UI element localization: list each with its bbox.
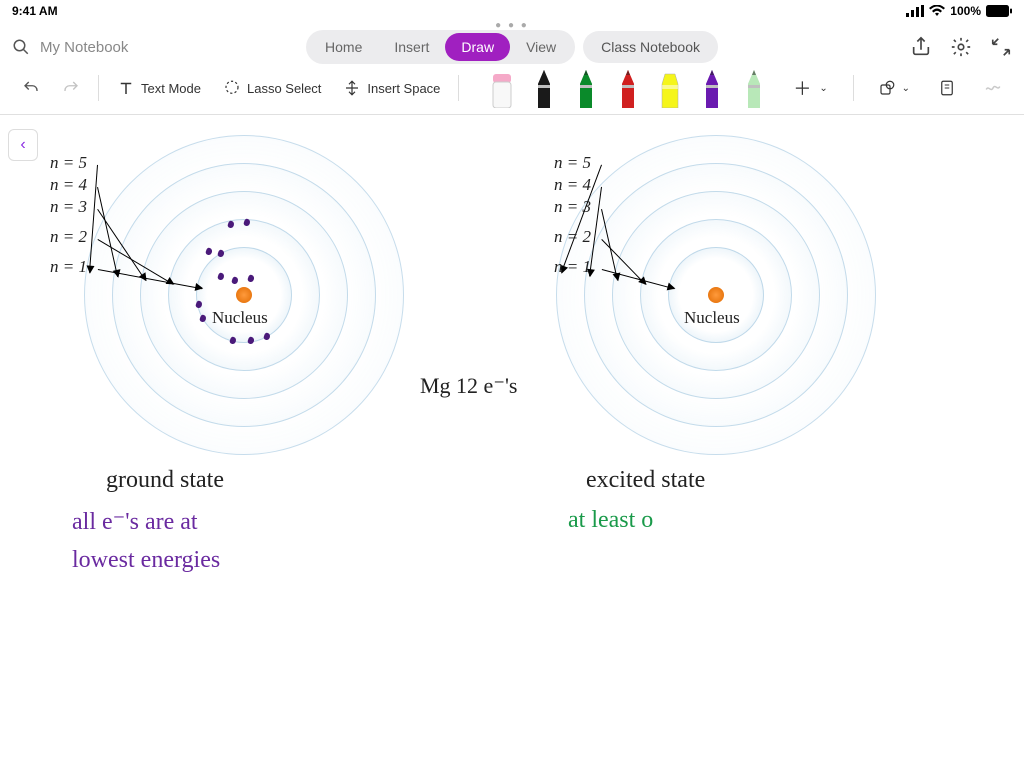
text-mode-label: Text Mode — [141, 81, 201, 96]
class-notebook-button[interactable]: Class Notebook — [583, 31, 718, 63]
tab-draw[interactable]: Draw — [445, 33, 510, 61]
tab-view[interactable]: View — [510, 33, 572, 61]
pen-pen[interactable] — [739, 68, 769, 108]
handwriting: at least o — [568, 507, 653, 534]
tab-group: Home Insert Draw View — [306, 30, 575, 64]
undo-icon — [22, 79, 40, 97]
pen-pen[interactable] — [613, 68, 643, 108]
divider — [458, 75, 459, 101]
eraser-pen[interactable] — [487, 68, 517, 108]
tab-insert[interactable]: Insert — [378, 33, 445, 61]
pen-pen[interactable] — [529, 68, 559, 108]
share-icon[interactable] — [910, 36, 932, 58]
wifi-icon — [929, 5, 945, 17]
shapes-icon — [878, 79, 896, 97]
text-mode-button[interactable]: Text Mode — [109, 74, 209, 102]
undo-button[interactable] — [14, 74, 48, 102]
shapes-button[interactable]: ⌄ — [870, 74, 918, 102]
battery-icon — [986, 5, 1012, 17]
divider — [853, 75, 854, 101]
pen-pen[interactable] — [571, 68, 601, 108]
status-time: 9:41 AM — [12, 4, 58, 18]
note-icon — [938, 79, 956, 97]
battery-pct: 100% — [950, 4, 981, 18]
text-mode-icon — [117, 79, 135, 97]
redo-button[interactable] — [54, 74, 88, 102]
redo-icon — [62, 79, 80, 97]
status-bar: 9:41 AM 100% — [0, 0, 1024, 22]
handwriting: all e⁻'s are at — [72, 507, 198, 536]
handwriting: Mg 12 e⁻'s — [420, 373, 517, 399]
highlighter-pen[interactable] — [655, 68, 685, 108]
search-icon[interactable] — [12, 38, 30, 56]
handwriting: ground state — [106, 467, 224, 494]
insert-space-icon — [343, 79, 361, 97]
ink-button[interactable] — [976, 74, 1010, 102]
pen-pen[interactable] — [697, 68, 727, 108]
tabs-center: Home Insert Draw View Class Notebook — [306, 30, 718, 64]
handwriting: excited state — [586, 467, 705, 494]
gear-icon[interactable] — [950, 36, 972, 58]
insert-space-button[interactable]: Insert Space — [335, 74, 448, 102]
back-button[interactable]: ‹ — [8, 129, 38, 161]
divider — [98, 75, 99, 101]
add-pen-button[interactable]: ＋⌄ — [785, 70, 835, 106]
lasso-label: Lasso Select — [247, 81, 321, 96]
squiggle-icon — [984, 79, 1002, 97]
signal-icon — [906, 5, 924, 17]
notebook-title[interactable]: My Notebook — [40, 39, 128, 56]
toolbar-right: ⌄ — [849, 74, 1010, 102]
ink-to-shape-button[interactable] — [930, 74, 964, 102]
lasso-icon — [223, 79, 241, 97]
handwriting: lowest energies — [72, 547, 220, 574]
insert-space-label: Insert Space — [367, 81, 440, 96]
title-bar: My Notebook Home Insert Draw View Class … — [0, 32, 1024, 62]
draw-toolbar: Text Mode Lasso Select Insert Space ＋⌄ ⌄ — [0, 62, 1024, 115]
canvas[interactable]: ‹ NucleusNucleusn = 5n = 4n = 3n = 2n = … — [0, 115, 1024, 773]
lasso-button[interactable]: Lasso Select — [215, 74, 329, 102]
pen-tray — [487, 68, 769, 108]
collapse-icon[interactable] — [990, 36, 1012, 58]
title-actions — [910, 36, 1012, 58]
tab-home[interactable]: Home — [309, 33, 378, 61]
status-right: 100% — [906, 4, 1012, 18]
